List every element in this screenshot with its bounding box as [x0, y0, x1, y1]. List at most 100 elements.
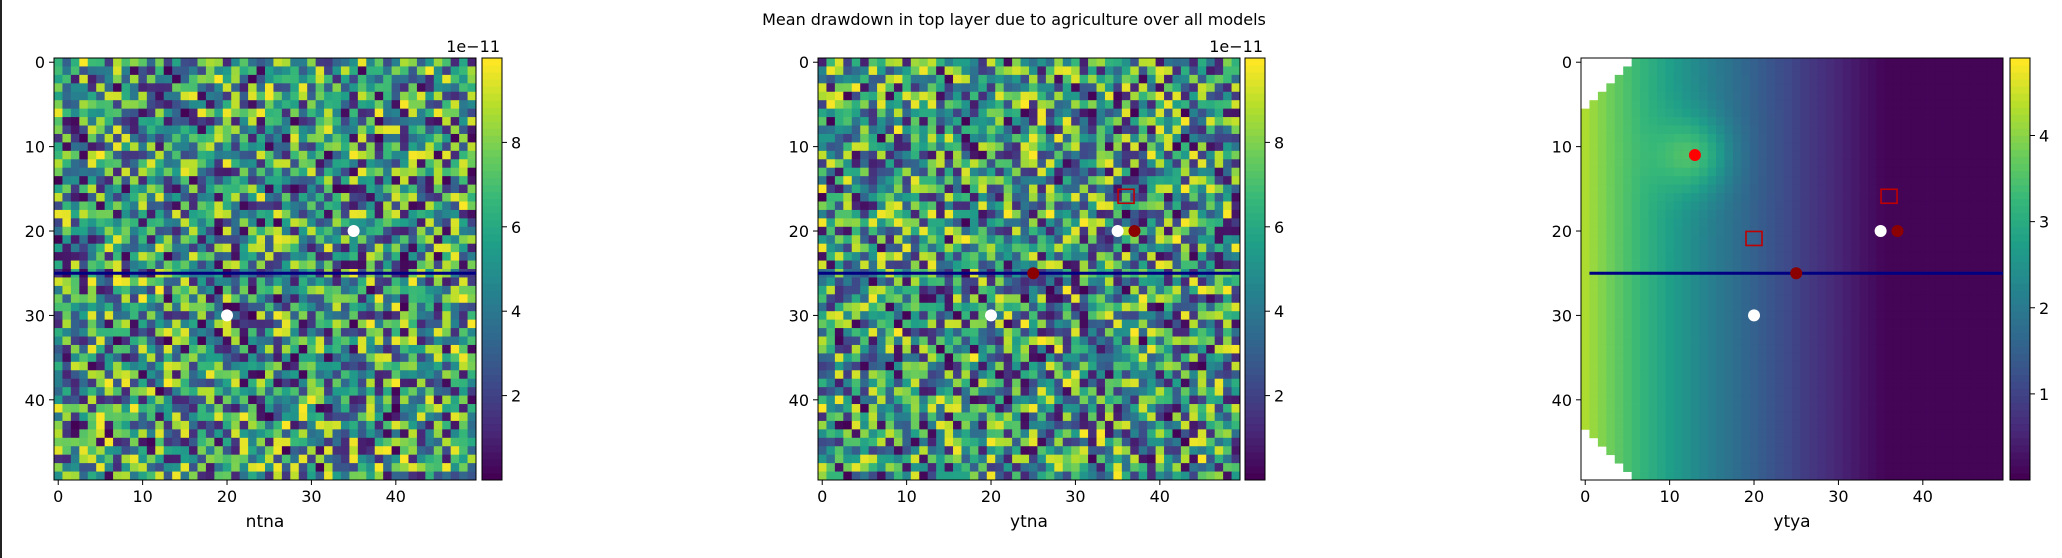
- heatmap-cell: [222, 235, 232, 245]
- heatmap-cell: [851, 336, 861, 346]
- heatmap-cell: [1155, 159, 1165, 169]
- heatmap-cell: [834, 454, 844, 464]
- heatmap-cell: [910, 176, 920, 185]
- heatmap-cell: [851, 184, 861, 194]
- heatmap-cell: [868, 167, 878, 177]
- heatmap-cell: [214, 463, 224, 472]
- heatmap-cell: [969, 328, 979, 337]
- heatmap-cell: [1164, 353, 1173, 363]
- heatmap-cell: [961, 311, 971, 321]
- heatmap-cell: [459, 387, 468, 396]
- heatmap-cell: [332, 133, 342, 143]
- heatmap-cell: [265, 74, 274, 84]
- heatmap-cell: [265, 446, 274, 456]
- heatmap-cell: [467, 446, 477, 456]
- heatmap-cell: [146, 387, 156, 396]
- heatmap-cell: [1020, 404, 1030, 413]
- heatmap-cell: [113, 108, 122, 118]
- heatmap-cell: [826, 226, 836, 236]
- heatmap-cell: [1130, 302, 1140, 312]
- heatmap-cell: [1147, 201, 1156, 211]
- heatmap-cell: [222, 378, 232, 388]
- heatmap-cell: [1003, 218, 1013, 228]
- heatmap-cell: [391, 83, 401, 93]
- heatmap-cell: [138, 336, 148, 346]
- heatmap-cell: [1071, 108, 1081, 118]
- heatmap-cell: [1138, 108, 1148, 118]
- heatmap-cell: [851, 117, 861, 126]
- heatmap-cell: [1096, 184, 1106, 194]
- heatmap-cell: [374, 387, 384, 396]
- heatmap-cell: [1214, 302, 1224, 312]
- heatmap-cell: [340, 412, 350, 422]
- heatmap-cell: [1071, 142, 1081, 152]
- heatmap-cell: [893, 387, 903, 396]
- heatmap-cell: [315, 302, 325, 312]
- heatmap-cell: [843, 133, 853, 143]
- heatmap-cell: [400, 260, 409, 270]
- heatmap-cell: [189, 344, 198, 354]
- heatmap-cell: [1214, 412, 1224, 422]
- heatmap-cell: [1206, 412, 1216, 422]
- heatmap-cell: [467, 159, 477, 169]
- heatmap-cell: [1206, 184, 1216, 194]
- heatmap-cell: [189, 66, 198, 76]
- heatmap-cell: [1121, 353, 1131, 363]
- heatmap-cell: [290, 319, 300, 329]
- heatmap-cell: [366, 328, 376, 337]
- heatmap-cell: [79, 150, 89, 160]
- heatmap-cell: [995, 193, 1005, 202]
- heatmap-cell: [146, 66, 156, 76]
- heatmap-cell: [936, 176, 945, 185]
- heatmap-cell: [113, 74, 122, 84]
- heatmap-cell: [172, 184, 181, 194]
- heatmap-cell: [944, 108, 954, 118]
- heatmap-cell: [172, 404, 181, 413]
- heatmap-cell: [1012, 167, 1021, 177]
- heatmap-cell: [121, 420, 131, 430]
- heatmap-cell: [239, 285, 249, 295]
- heatmap-cell: [1113, 277, 1123, 287]
- heatmap-cell: [818, 142, 827, 152]
- heatmap-cell: [953, 108, 962, 118]
- heatmap-cell: [1121, 370, 1131, 380]
- heatmap-cell: [197, 176, 207, 185]
- heatmap-cell: [944, 83, 954, 93]
- heatmap-cell: [400, 100, 409, 110]
- heatmap-cell: [104, 277, 114, 287]
- heatmap-cell: [129, 344, 139, 354]
- heatmap-cell: [1223, 193, 1232, 202]
- heatmap-cell: [383, 218, 392, 228]
- heatmap-cell: [885, 176, 895, 185]
- heatmap-cell: [1147, 108, 1156, 118]
- heatmap-cell: [62, 311, 72, 321]
- heatmap-cell: [54, 446, 63, 456]
- heatmap-cell: [189, 252, 198, 261]
- heatmap-cell: [1037, 454, 1047, 464]
- heatmap-cell: [281, 454, 291, 464]
- heatmap-cell: [1012, 142, 1021, 152]
- heatmap-cell: [1223, 167, 1232, 177]
- heatmap-cell: [340, 142, 350, 152]
- heatmap-cell: [391, 133, 401, 143]
- heatmap-cell: [978, 437, 988, 447]
- heatmap-cell: [995, 378, 1005, 388]
- heatmap-cell: [450, 209, 460, 219]
- heatmap-cell: [366, 319, 376, 329]
- heatmap-cell: [1164, 285, 1173, 295]
- heatmap-cell: [265, 387, 274, 396]
- heatmap-cell: [919, 176, 929, 185]
- heatmap-cell: [129, 395, 139, 405]
- heatmap-cell: [961, 353, 971, 363]
- heatmap-cell: [919, 125, 929, 135]
- heatmap-cell: [231, 167, 241, 177]
- heatmap-cell: [1054, 167, 1064, 177]
- heatmap-cell: [885, 184, 895, 194]
- heatmap-cell: [205, 193, 215, 202]
- heatmap-cell: [205, 319, 215, 329]
- heatmap-cell: [265, 150, 274, 160]
- heatmap-cell: [383, 209, 392, 219]
- heatmap-cell: [826, 58, 836, 67]
- heatmap-cell: [1172, 125, 1182, 135]
- heatmap-cell: [433, 277, 443, 287]
